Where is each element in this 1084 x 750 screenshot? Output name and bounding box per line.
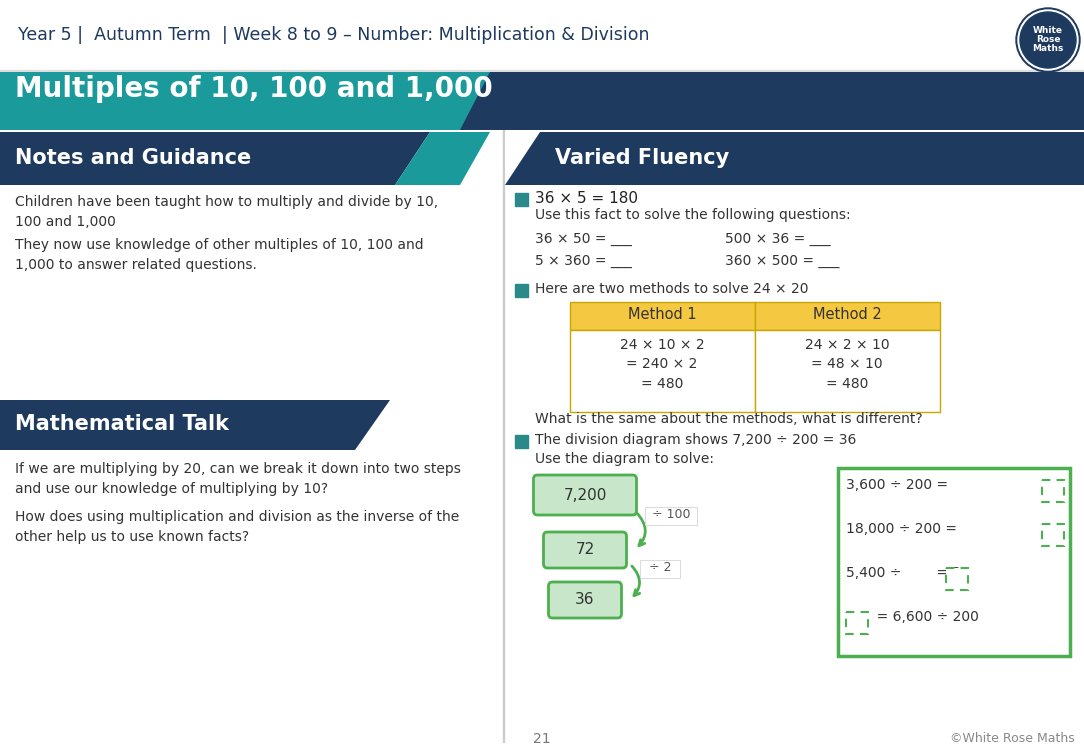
Text: 72: 72 <box>576 542 595 557</box>
Text: Maths: Maths <box>1032 44 1063 53</box>
Bar <box>570 302 754 330</box>
Text: What is the same about the methods, what is different?: What is the same about the methods, what… <box>535 412 922 426</box>
Text: 24 × 2 × 10
= 48 × 10
= 480: 24 × 2 × 10 = 48 × 10 = 480 <box>804 338 889 391</box>
Text: 500 × 36 = ___: 500 × 36 = ___ <box>725 232 830 246</box>
Text: If we are multiplying by 20, can we break it down into two steps
and use our kno: If we are multiplying by 20, can we brea… <box>15 462 461 496</box>
Text: 5 × 360 = ___: 5 × 360 = ___ <box>535 254 632 268</box>
Text: Here are two methods to solve 24 × 20: Here are two methods to solve 24 × 20 <box>535 282 809 296</box>
Circle shape <box>1018 10 1077 70</box>
FancyBboxPatch shape <box>1042 524 1064 546</box>
Text: ©White Rose Maths: ©White Rose Maths <box>951 732 1075 745</box>
Text: The division diagram shows 7,200 ÷ 200 = 36: The division diagram shows 7,200 ÷ 200 =… <box>535 433 856 447</box>
FancyBboxPatch shape <box>846 612 868 634</box>
Bar <box>515 284 528 297</box>
Bar <box>515 435 528 448</box>
Polygon shape <box>505 132 1084 185</box>
Polygon shape <box>0 72 1084 130</box>
FancyBboxPatch shape <box>838 468 1070 656</box>
Text: 24 × 10 × 2
= 240 × 2
= 480: 24 × 10 × 2 = 240 × 2 = 480 <box>620 338 705 391</box>
Polygon shape <box>505 132 540 185</box>
Text: Rose: Rose <box>1035 35 1060 44</box>
Circle shape <box>1016 8 1080 72</box>
Text: 7,200: 7,200 <box>564 488 607 502</box>
Text: ÷ 100: ÷ 100 <box>651 508 691 521</box>
Text: 36 × 50 = ___: 36 × 50 = ___ <box>535 232 632 246</box>
FancyBboxPatch shape <box>533 475 636 515</box>
Text: Notes and Guidance: Notes and Guidance <box>15 148 251 168</box>
Text: Use this fact to solve the following questions:: Use this fact to solve the following que… <box>535 208 851 222</box>
Bar <box>645 507 697 525</box>
Text: Method 1: Method 1 <box>628 307 696 322</box>
Text: ÷ 2: ÷ 2 <box>648 561 671 574</box>
Text: 36: 36 <box>576 592 595 608</box>
Bar <box>640 560 680 578</box>
Text: 360 × 500 = ___: 360 × 500 = ___ <box>725 254 839 268</box>
Text: White: White <box>1033 26 1063 35</box>
FancyBboxPatch shape <box>946 568 968 590</box>
Polygon shape <box>0 132 430 185</box>
Bar <box>570 330 754 412</box>
Text: Year 5 |  Autumn Term  | Week 8 to 9 – Number: Multiplication & Division: Year 5 | Autumn Term | Week 8 to 9 – Num… <box>18 26 649 44</box>
Polygon shape <box>395 132 490 185</box>
FancyBboxPatch shape <box>1042 480 1064 502</box>
Text: How does using multiplication and division as the inverse of the
other help us t: How does using multiplication and divisi… <box>15 510 460 544</box>
FancyBboxPatch shape <box>549 582 621 618</box>
Text: Mathematical Talk: Mathematical Talk <box>15 414 229 434</box>
Polygon shape <box>460 72 1084 130</box>
Text: Method 2: Method 2 <box>813 307 881 322</box>
Text: Use the diagram to solve:: Use the diagram to solve: <box>535 452 714 466</box>
Text: 21: 21 <box>533 732 551 746</box>
Circle shape <box>1020 12 1076 68</box>
Text: 5,400 ÷        = 27: 5,400 ÷ = 27 <box>846 566 970 580</box>
Polygon shape <box>0 400 390 450</box>
Bar <box>515 193 528 206</box>
Text: They now use knowledge of other multiples of 10, 100 and
1,000 to answer related: They now use knowledge of other multiple… <box>15 238 424 272</box>
Text: 3,600 ÷ 200 =: 3,600 ÷ 200 = <box>846 478 948 492</box>
Text: Varied Fluency: Varied Fluency <box>555 148 730 168</box>
Text: Multiples of 10, 100 and 1,000: Multiples of 10, 100 and 1,000 <box>15 75 493 103</box>
Bar <box>0 70 1084 71</box>
FancyBboxPatch shape <box>543 532 627 568</box>
Text: 18,000 ÷ 200 =: 18,000 ÷ 200 = <box>846 522 957 536</box>
Text: 36 × 5 = 180: 36 × 5 = 180 <box>535 191 638 206</box>
Text: = 6,600 ÷ 200: = 6,600 ÷ 200 <box>846 610 979 624</box>
Text: Children have been taught how to multiply and divide by 10,
100 and 1,000: Children have been taught how to multipl… <box>15 195 438 229</box>
Bar <box>754 302 940 330</box>
Bar <box>754 330 940 412</box>
